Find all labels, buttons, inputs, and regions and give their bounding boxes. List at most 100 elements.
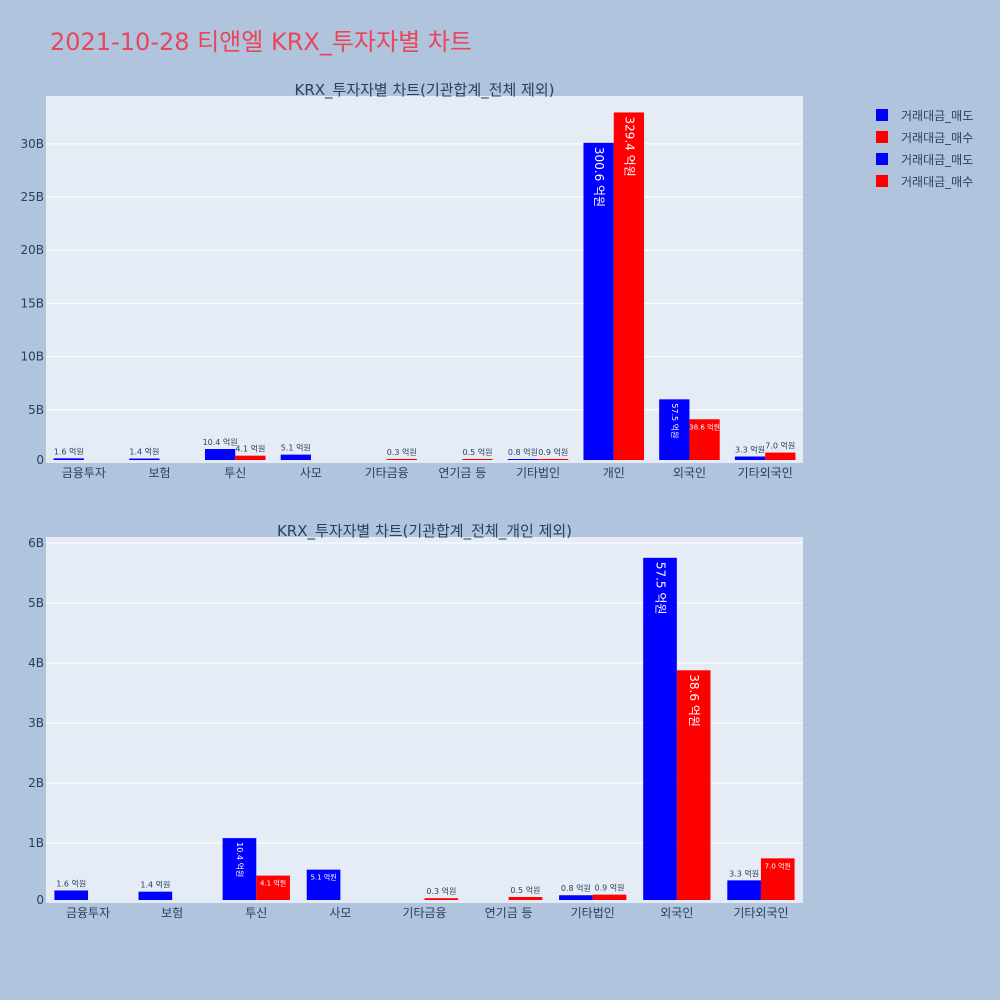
bar-value-label: 300.6 억원 [592,147,606,207]
bar-value-label: 57.5 억원 [654,562,668,615]
y-tick-label: 30B [20,137,44,151]
chart-title: KRX_투자자별 차트(기관합계_전체_개인 제외) [277,522,572,541]
bar-value-label: 1.6 억원 [54,446,84,456]
bar-value-label: 1.4 억원 [129,447,159,457]
bar-value-label: 7.0 억원 [765,861,791,870]
bar-value-label: 0.9 억원 [538,447,568,457]
y-tick-label: 20B [20,243,44,257]
y-tick-label: 5B [28,403,44,417]
x-tick-label: 외국인 [673,466,706,480]
bar-buy [235,455,266,460]
legend: 거래대금_매도 거래대금_매수 거래대금_매도 거래대금_매수 [876,104,973,192]
y-tick-label: 5B [28,596,44,610]
bar-buy [689,419,720,460]
y-tick-label: 10B [20,350,44,364]
bar-buy [765,452,796,460]
legend-item[interactable]: 거래대금_매수 [876,170,973,192]
bar-sell [280,454,311,460]
x-tick-label: 기타법인 [516,466,560,480]
y-tick-label: 2B [28,776,44,790]
bar-sell [734,456,766,460]
x-tick-label: 기타금융 [365,466,409,480]
x-tick-label: 금융투자 [66,906,110,920]
chart-2: 0 1B 2B 3B 4B 5B 6B KRX_투자자별 차트(기관합계_전체_개인 제외) 금… [28,522,803,920]
bar-sell [54,890,89,900]
bar-buy [676,670,711,900]
bar-value-label: 10.4 억원 [203,437,238,447]
bar-sell [53,458,84,460]
legend-label: 거래대금_매도 [901,152,974,167]
page-title: 2021-10-28 티앤엘 KRX_투자자별 차트 [50,28,472,56]
y-tick-label: 1B [28,836,44,850]
bar-value-label: 7.0 억원 [765,441,795,451]
x-tick-label: 사모 [329,906,351,920]
bar-value-label: 0.5 억원 [462,447,492,457]
y-tick-label: 3B [28,716,44,730]
y-tick-label: 0 [36,893,44,907]
bar-sell [204,449,236,460]
bar-buy [462,459,493,460]
bar-buy [386,459,417,460]
bar-sell [306,869,341,900]
legend-label: 거래대금_매수 [901,174,974,189]
x-tick-label: 보험 [149,466,171,480]
bar-value-label: 4.1 억원 [260,879,286,888]
x-tick-label: 외국인 [660,906,693,920]
x-tick-label: 투신 [224,466,246,480]
bar-value-label: 10.4 억원 [235,842,245,877]
bar-sell [222,838,257,900]
legend-item[interactable]: 거래대금_매도 [876,148,973,170]
legend-swatch [876,109,888,121]
x-tick-label: 사모 [300,466,322,480]
x-tick-label: 보험 [161,906,183,920]
bar-value-label: 0.8 억원 [561,883,591,893]
bar-value-label: 0.5 억원 [510,885,540,895]
y-tick-label: 4B [28,656,44,670]
bar-value-label: 1.4 억원 [140,880,170,890]
bar-value-label: 57.5 억원 [670,403,680,438]
y-tick-label: 6B [28,536,44,550]
x-tick-label: 기타외국인 [733,906,788,920]
bar-buy [538,459,569,460]
bar-value-label: 0.3 억원 [426,886,456,896]
y-tick-label: 25B [20,190,44,204]
bar-sell [559,895,593,900]
legend-item[interactable]: 거래대금_매수 [876,126,973,148]
bar-sell [727,880,761,900]
bar-value-label: 5.1 억원 [310,873,336,882]
x-tick-label: 개인 [603,466,625,480]
bar-buy [256,875,290,900]
legend-swatch [876,131,888,143]
legend-label: 거래대금_매수 [901,130,974,145]
bar-sell [507,459,539,460]
bar-value-label: 1.6 억원 [56,878,86,888]
bar-sell [583,142,614,460]
x-tick-label: 기타외국인 [738,466,793,480]
bar-value-label: 3.3 억원 [729,868,759,878]
bar-value-label: 38.6 억원 [687,674,701,727]
bar-sell [643,557,677,900]
bar-value-label: 5.1 억원 [281,443,311,453]
bar-sell [659,399,690,460]
bar-buy [424,898,459,900]
chart-title: KRX_투자자별 차트(기관합계_전체 제외) [295,81,555,100]
bar-value-label: 329.4 억원 [622,116,636,176]
legend-swatch [876,175,888,187]
x-tick-label: 기타금융 [402,906,446,920]
bar-value-label: 4.1 억원 [235,444,265,454]
bar-sell [129,458,160,460]
bar-value-label: 38.6 억원 [689,422,720,431]
bar-value-label: 0.3 억원 [387,447,417,457]
chart-1: 0 5B 10B 15B 20B 25B 30B KRX_투자자별 차트(기관합계_전체 제외… [20,81,803,480]
legend-swatch [876,153,888,165]
legend-item[interactable]: 거래대금_매도 [876,104,973,126]
y-tick-label: 15B [20,296,44,310]
bar-sell [138,891,173,900]
x-tick-label: 투신 [245,906,267,920]
bar-value-label: 3.3 억원 [735,445,765,455]
bar-value-label: 0.8 억원 [508,447,538,457]
bar-buy [592,894,627,900]
bar-buy [760,858,795,900]
x-tick-label: 연기금 등 [438,466,486,480]
